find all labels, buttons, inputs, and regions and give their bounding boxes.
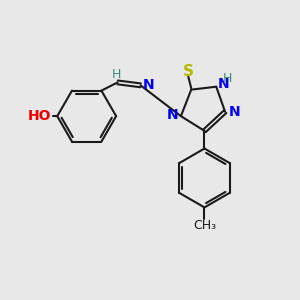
Text: N: N	[229, 105, 240, 119]
Text: CH₃: CH₃	[193, 219, 216, 232]
Text: N: N	[143, 78, 154, 92]
Text: H: H	[112, 68, 121, 81]
Text: S: S	[183, 64, 194, 79]
Text: N: N	[166, 108, 178, 122]
Text: HO: HO	[28, 109, 51, 123]
Text: H: H	[223, 72, 232, 85]
Text: N: N	[218, 77, 229, 91]
